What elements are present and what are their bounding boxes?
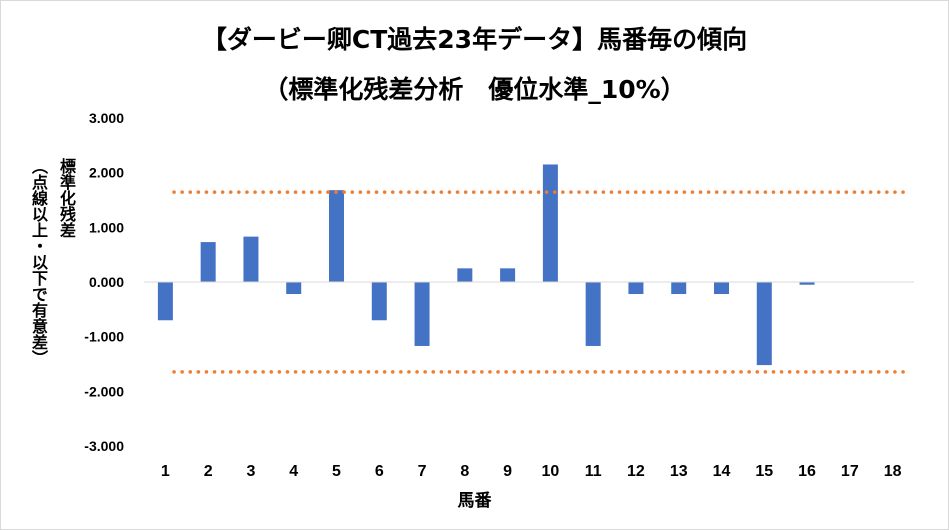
bar-10 <box>542 164 558 282</box>
x-tick-label: 14 <box>713 463 731 480</box>
x-tick-label: 15 <box>755 463 773 480</box>
chart-subtitle: （標準化残差分析 優位水準_10%） <box>263 75 686 104</box>
x-tick-label: 16 <box>798 463 816 480</box>
y-tick-label: 1.000 <box>89 219 124 235</box>
y-tick-label: -3.000 <box>84 438 124 454</box>
x-tick-label: 18 <box>884 463 902 480</box>
x-tick-label: 7 <box>418 463 427 480</box>
y-tick-label: -1.000 <box>84 329 124 345</box>
x-axis-title: 馬番 <box>457 491 492 511</box>
y-tick-label: 2.000 <box>89 165 124 181</box>
x-tick-label: 1 <box>161 463 170 480</box>
bar-7 <box>414 282 430 346</box>
x-tick-label: 17 <box>841 463 859 480</box>
bar-8 <box>457 268 473 282</box>
bar-3 <box>243 236 259 282</box>
bar-12 <box>628 282 644 295</box>
y-axis-note: （点線以上・以下で有意差） <box>29 158 48 366</box>
x-tick-label: 3 <box>246 463 255 480</box>
bar-15 <box>756 282 772 366</box>
y-tick-label: -2.000 <box>84 383 124 399</box>
bar-16 <box>799 282 815 285</box>
x-tick-label: 12 <box>627 463 645 480</box>
x-tick-label: 13 <box>670 463 688 480</box>
bar-4 <box>286 282 302 295</box>
y-tick-label: 0.000 <box>89 274 124 290</box>
x-tick-label: 8 <box>460 463 469 480</box>
bar-13 <box>671 282 687 295</box>
x-tick-label: 4 <box>289 463 298 480</box>
chart-title: 【ダービー卿CT過去23年データ】馬番毎の傾向 <box>201 25 748 54</box>
x-tick-label: 2 <box>204 463 213 480</box>
bar-14 <box>714 282 729 295</box>
bar-2 <box>200 242 216 282</box>
bar-1 <box>157 282 173 321</box>
x-tick-label: 9 <box>503 463 512 480</box>
x-tick-label: 11 <box>585 463 602 480</box>
y-tick-label: 3.000 <box>89 110 124 126</box>
x-tick-label: 6 <box>375 463 384 480</box>
x-tick-label: 5 <box>332 463 341 480</box>
y-axis-title-group: 標準化残差 （点線以上・以下で有意差） <box>6 158 76 408</box>
y-axis-title: 標準化残差 <box>57 158 76 238</box>
bar-6 <box>371 282 387 321</box>
bar-11 <box>585 282 601 346</box>
bar-5 <box>329 190 344 282</box>
x-tick-label: 10 <box>541 463 559 480</box>
bar-9 <box>500 268 516 282</box>
